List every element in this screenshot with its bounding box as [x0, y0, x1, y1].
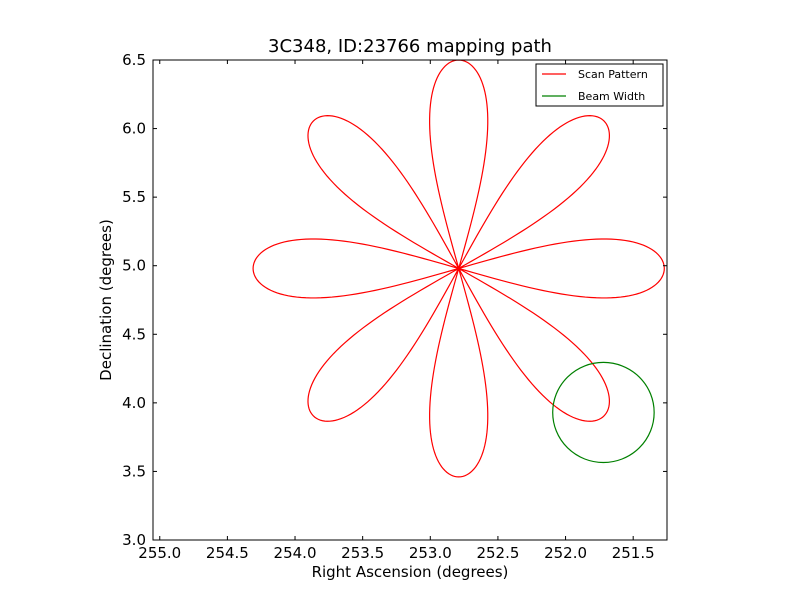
x-axis-label: Right Ascension (degrees) [312, 563, 509, 581]
plot-frame [152, 59, 668, 541]
x-tick-label: 251.5 [612, 544, 655, 562]
y-tick-label: 6.5 [122, 51, 146, 69]
chart-title: 3C348, ID:23766 mapping path [268, 36, 552, 57]
x-tick-label: 255.0 [138, 544, 181, 562]
x-tick-label: 253.0 [409, 544, 452, 562]
axis-ticks: 255.0 254.5 254.0 253.5 253.0 252.5 252.0 251.5… [122, 51, 667, 562]
beam-width-circle [552, 361, 655, 464]
y-tick-label: 6.0 [122, 120, 146, 138]
y-tick-label: 3.0 [122, 531, 146, 549]
x-tick-label: 253.5 [341, 544, 384, 562]
x-tick-label: 254.5 [206, 544, 249, 562]
legend-label-scan-pattern: Scan Pattern [578, 68, 648, 81]
x-tick-label: 252.5 [476, 544, 519, 562]
legend: Scan Pattern Beam Width [535, 63, 664, 107]
legend-label-beam-width: Beam Width [578, 90, 645, 103]
x-tick-label: 254.0 [274, 544, 317, 562]
plot-curves [252, 60, 665, 478]
y-axis-label: Declination (degrees) [97, 219, 115, 381]
y-tick-label: 5.5 [122, 188, 146, 206]
legend-box [535, 63, 664, 107]
scan-pattern-line [252, 60, 665, 478]
y-tick-label: 4.0 [122, 394, 146, 412]
y-tick-label: 5.0 [122, 257, 146, 275]
y-tick-label: 3.5 [122, 462, 146, 480]
y-tick-label: 4.5 [122, 325, 146, 343]
x-tick-label: 252.0 [544, 544, 587, 562]
